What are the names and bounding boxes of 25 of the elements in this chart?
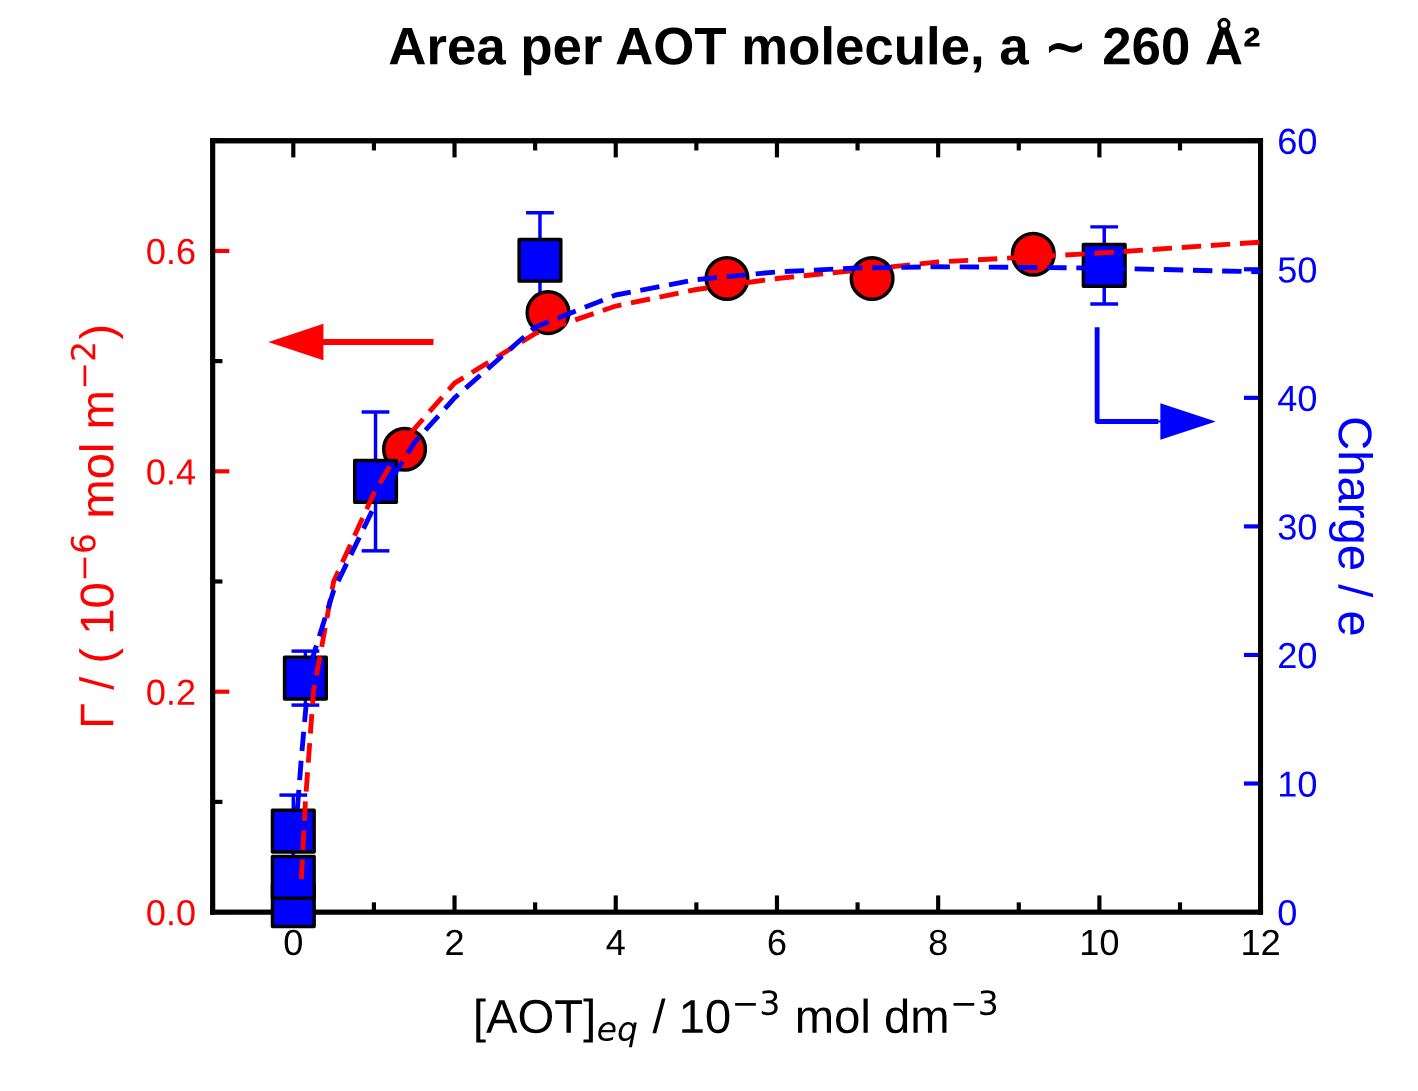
y-tick-label: 0.4 [147, 459, 195, 485]
y2-tick-label: 60 [1279, 128, 1317, 155]
x-tick-label: 2 [446, 929, 463, 955]
x-tick-label: 4 [606, 930, 625, 955]
y2-tick-label: 10 [1280, 771, 1317, 797]
point [517, 237, 563, 283]
point [270, 808, 316, 854]
y2-tick-label: 40 [1278, 385, 1317, 412]
x-tick-label: 10 [1082, 929, 1119, 956]
y-tick-label: 0.2 [147, 679, 195, 706]
y-tick-label: 0.6 [147, 238, 195, 265]
y2-tick-label: 0 [1278, 899, 1296, 926]
x-axis-title: [AOT]$_{eq}$ / 10$^{−3}$ mol dm$^{−3}$ [476, 990, 997, 1048]
x-tick-label: 0 [284, 929, 302, 956]
x-tick-label: 12 [1243, 929, 1279, 955]
point [270, 854, 316, 900]
y2-tick-label: 20 [1279, 642, 1317, 669]
y2-tick-label: 50 [1278, 257, 1317, 283]
chart-title: Area per AOT molecule, a ∼ 260 Å² [389, 17, 1260, 76]
y-tick-label: 0.0 [147, 899, 195, 926]
y2-tick-label: 30 [1278, 514, 1317, 540]
x-tick-label: 8 [929, 929, 947, 956]
x-tick-label: 6 [768, 929, 786, 956]
y-axis-title: Γ / ( 10$^{−6}$ mol m$^{−2}$) [70, 326, 124, 726]
y2-axis-title: Charge / e [1328, 418, 1373, 635]
